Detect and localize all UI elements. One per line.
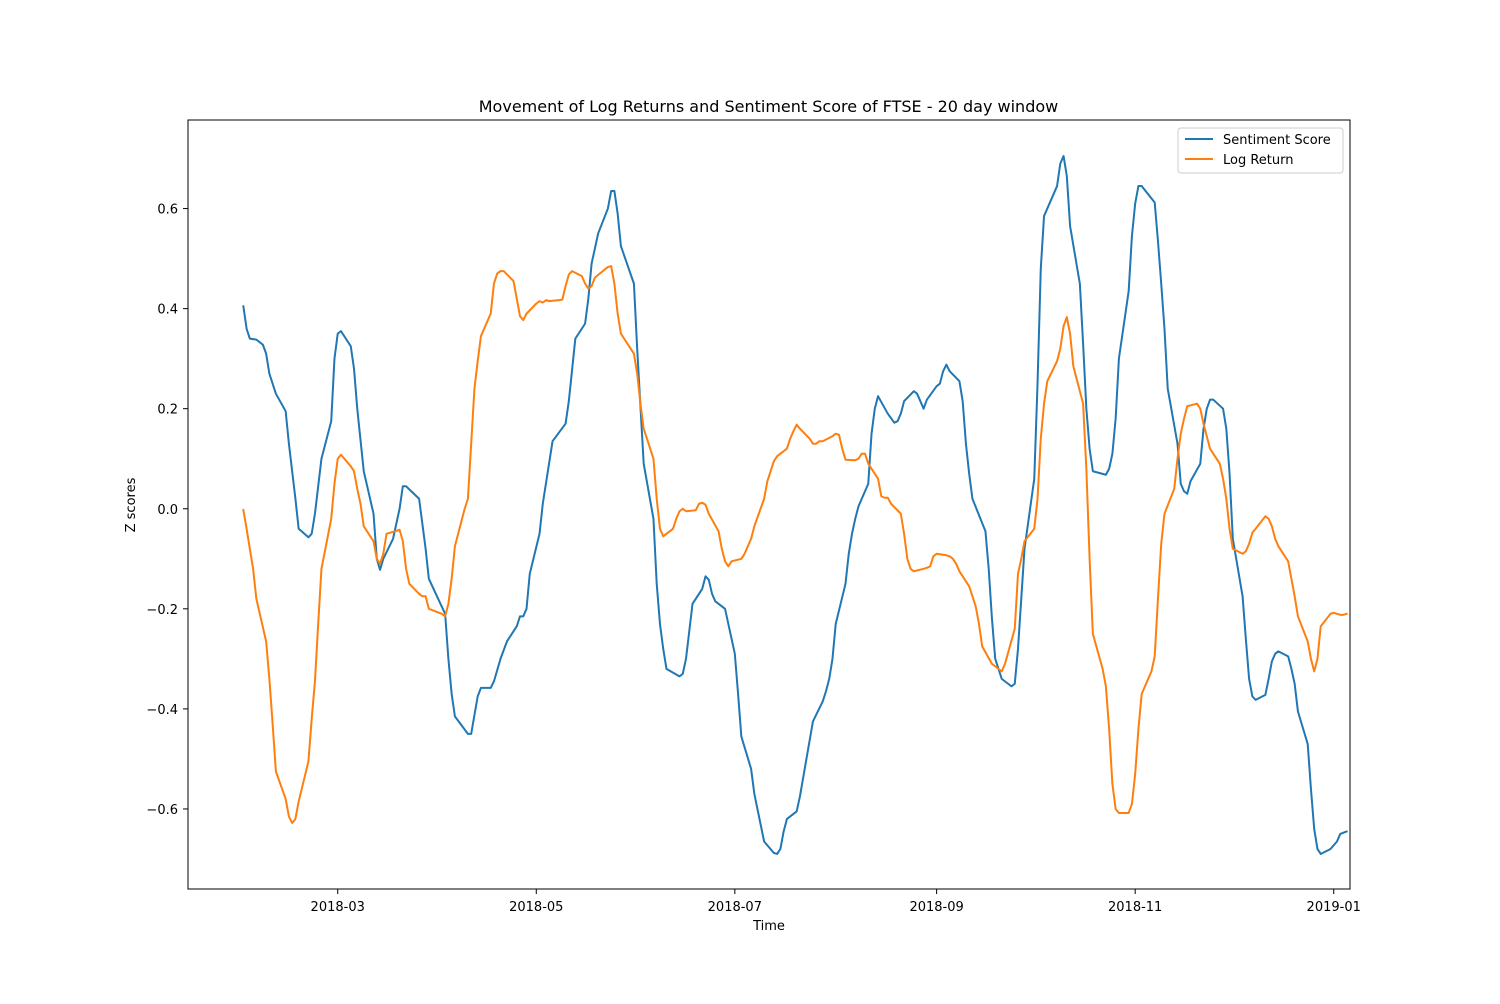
series-line-log-return xyxy=(242,265,1348,824)
x-tick-label: 2018-11 xyxy=(1108,900,1162,915)
x-tick-label: 2019-01 xyxy=(1307,900,1361,915)
series-line-sentiment-score xyxy=(242,155,1348,855)
x-axis: 2018-03 2018-05 2018-07 2018-09 2018-11 2019-… xyxy=(311,889,1361,915)
y-tick-label: −0.4 xyxy=(146,703,178,718)
x-tick-label: 2018-03 xyxy=(311,900,365,915)
y-axis-label: Z scores xyxy=(124,477,139,532)
x-axis-label: Time xyxy=(752,919,785,934)
y-tick-label: 0.6 xyxy=(157,203,178,218)
series-layer xyxy=(242,155,1348,855)
legend-label-sentiment-score: Sentiment Score xyxy=(1223,133,1331,148)
x-tick-label: 2018-05 xyxy=(509,900,563,915)
axes-frame xyxy=(187,119,1351,890)
x-tick-label: 2018-09 xyxy=(909,900,963,915)
legend-box xyxy=(1177,127,1344,174)
x-tick-label: 2018-07 xyxy=(708,900,762,915)
legend-label-log-return: Log Return xyxy=(1223,153,1294,168)
plot-area xyxy=(187,119,1351,890)
y-tick-label: −0.6 xyxy=(146,803,178,818)
legend: Sentiment Score Log Return xyxy=(1177,127,1344,174)
y-tick-label: 0.2 xyxy=(157,403,178,418)
y-tick-label: −0.2 xyxy=(146,603,178,618)
y-tick-label: 0.0 xyxy=(157,503,178,518)
y-tick-label: 0.4 xyxy=(157,303,178,318)
chart-title: Movement of Log Returns and Sentiment Sc… xyxy=(479,97,1058,116)
y-axis: 0.6 0.4 0.2 0.0 −0.2 −0.4 −0.6 xyxy=(146,203,188,818)
